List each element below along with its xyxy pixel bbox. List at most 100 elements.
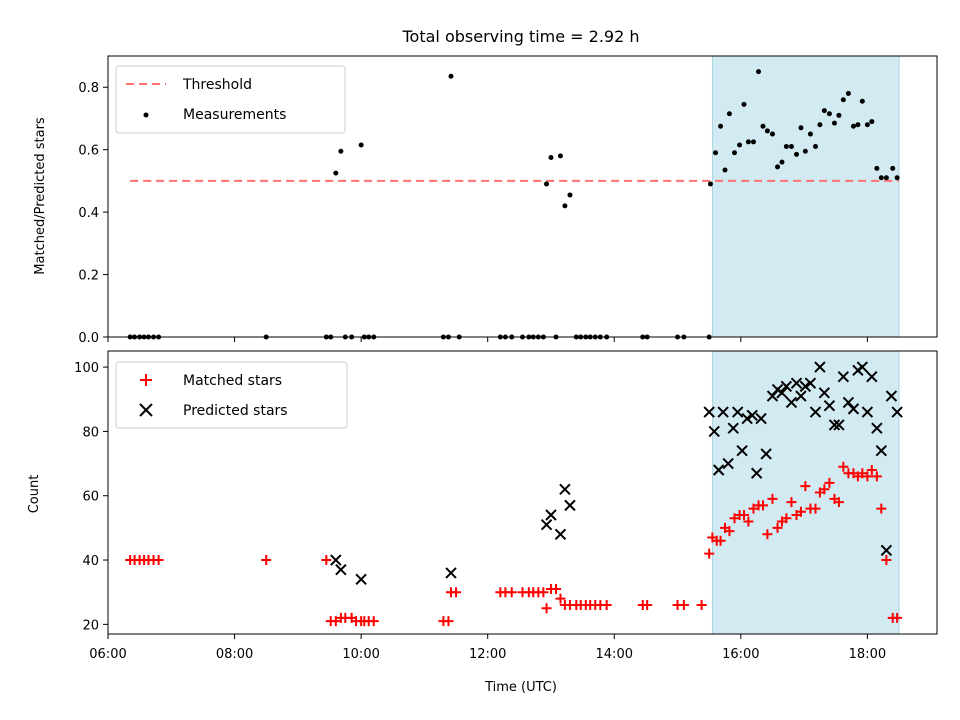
top-y-tick-label: 0.0 [78, 331, 99, 346]
predicted-star-point [880, 544, 893, 557]
matched-star-point [261, 555, 272, 566]
legend-measurements-swatch [143, 112, 149, 118]
predicted-star-point [814, 361, 826, 373]
matched-star-point [506, 587, 517, 598]
matched-star-point [642, 600, 653, 611]
measurement-point [358, 142, 364, 148]
bottom-panel: 20 40 60 80 100 06:00 08:00 10:00 12:00 14:00 16:… [27, 350, 938, 695]
matched-star-point [781, 513, 792, 524]
predicted-star-point [741, 412, 753, 425]
predicted-star-point [335, 563, 347, 576]
measurement-point [831, 120, 837, 126]
measurement-point [794, 151, 800, 157]
top-legend: Threshold Measurements [115, 65, 346, 134]
x-tick-label: 16:00 [722, 647, 759, 662]
legend-predicted-swatch [139, 403, 153, 417]
measurement-point [826, 111, 832, 117]
predicted-star-point [833, 419, 845, 431]
measurement-point [878, 175, 884, 181]
matched-star-point [786, 497, 797, 508]
predicted-star-point [355, 573, 367, 586]
measurement-point [548, 154, 554, 160]
x-axis-label: Time (UTC) [484, 680, 557, 695]
measurement-point [883, 175, 889, 181]
measurement-point [890, 165, 896, 171]
matched-star-point [368, 616, 379, 627]
matched-star-point [724, 526, 735, 537]
bottom-observing-span [711, 350, 900, 635]
measurement-point [802, 148, 808, 154]
matched-star-point [538, 587, 549, 598]
top-y-axis-label: Matched/Predicted stars [33, 117, 48, 275]
predicted-star-point [717, 406, 729, 418]
x-tick-label: 06:00 [89, 647, 126, 662]
x-tick-label: 14:00 [596, 647, 633, 662]
matched-star-point [748, 503, 759, 514]
top-y-tick-label: 0.2 [78, 269, 99, 284]
top-axes-frame [107, 55, 938, 338]
matched-star-point [881, 555, 892, 566]
predicted-star-point [885, 390, 898, 402]
measurement-point [779, 159, 785, 165]
measurement-point [775, 164, 781, 170]
measurement-point [448, 73, 454, 79]
top-observing-span [711, 55, 900, 338]
matched-star-point [729, 513, 740, 524]
measurement-point [840, 97, 846, 103]
measurement-point [855, 122, 861, 128]
bottom-x-ticks: 06:00 08:00 10:00 12:00 14:00 16:00 18:00 [89, 634, 886, 662]
x-tick-label: 10:00 [342, 647, 379, 662]
measurement-point [783, 144, 789, 150]
matched-star-point [857, 468, 868, 479]
predicted-star-point [861, 406, 874, 418]
measurement-point [836, 112, 842, 118]
matched-star-point [321, 555, 332, 566]
matched-stars-points [125, 461, 903, 627]
predicted-star-point [818, 387, 831, 399]
predicted-star-point [795, 390, 807, 402]
predicted-star-point [703, 406, 715, 418]
predicted-star-point [828, 419, 841, 431]
measurement-point [562, 203, 568, 209]
matched-star-point [772, 522, 783, 533]
chart-title: Total observing time = 2.92 h [401, 27, 639, 46]
measurement-point [731, 150, 737, 156]
bottom-y-ticks: 20 40 60 80 100 [74, 361, 108, 633]
measurement-point [557, 153, 563, 159]
top-y-ticks: 0.0 0.2 0.4 0.6 0.8 [78, 81, 108, 346]
measurement-point [864, 122, 870, 128]
legend-predicted-label: Predicted stars [183, 403, 288, 419]
predicted-star-point [559, 483, 571, 495]
predicted-star-point [856, 361, 869, 373]
predicted-star-point [790, 377, 803, 389]
predicted-star-point [708, 425, 720, 438]
matched-star-point [810, 503, 821, 514]
bottom-y-tick-label: 60 [82, 490, 99, 505]
matched-star-point [866, 464, 877, 475]
matched-star-point [819, 484, 830, 495]
measurement-point [718, 123, 724, 129]
measurement-point [707, 181, 713, 187]
matched-star-point [551, 583, 562, 594]
top-x-ticks [107, 337, 868, 342]
predicted-star-point [776, 387, 788, 399]
matched-star-point [876, 503, 887, 514]
x-tick-label: 08:00 [216, 647, 253, 662]
predicted-star-point [746, 409, 758, 422]
predicted-star-point [809, 406, 822, 418]
predicted-star-point [866, 371, 878, 383]
predicted-star-point [799, 380, 812, 393]
measurement-point [745, 139, 751, 145]
matched-star-point [443, 616, 454, 627]
predicted-star-point [727, 422, 739, 434]
matched-star-point [153, 555, 164, 566]
matched-star-point [541, 603, 552, 614]
predicted-star-point [804, 377, 817, 389]
measurement-point [869, 119, 875, 125]
matched-star-point [762, 529, 773, 540]
predicted-star-point [330, 554, 342, 566]
bottom-y-tick-label: 40 [82, 554, 99, 569]
top-y-tick-label: 0.8 [78, 81, 99, 96]
matched-star-point [696, 600, 707, 611]
predicted-star-point [564, 499, 576, 512]
